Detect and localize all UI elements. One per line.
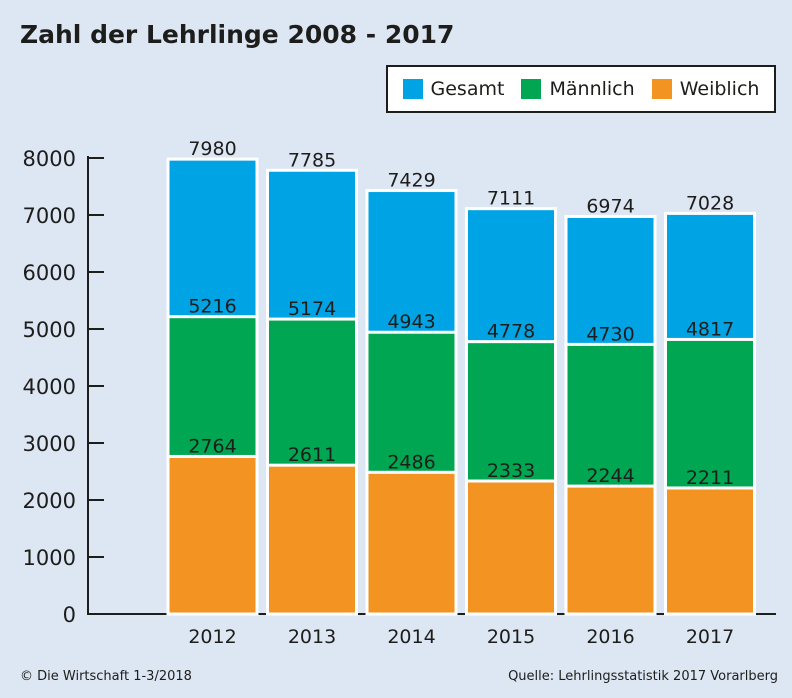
data-label-männlich-2012: 5216 [188, 296, 236, 318]
chart-title: Zahl der Lehrlinge 2008 - 2017 [20, 20, 455, 49]
legend-swatch-weiblich [651, 79, 672, 99]
legend-item-weiblich: Weiblich [651, 78, 760, 100]
data-label-männlich-2015: 4778 [487, 321, 535, 343]
data-label-männlich-2013: 5174 [288, 298, 336, 320]
bar-weiblich-2014 [365, 470, 458, 616]
x-tick-label-2014: 2014 [387, 626, 435, 648]
legend-swatch-gesamt [402, 79, 423, 99]
y-tick-label-1000: 1000 [23, 546, 76, 570]
bar-weiblich-2015 [465, 479, 557, 616]
y-tick-label-7000: 7000 [23, 204, 76, 228]
chart-legend: Gesamt Männlich Weiblich [386, 65, 776, 113]
data-label-männlich-2017: 4817 [686, 318, 734, 340]
bar-weiblich-2016 [564, 484, 657, 616]
data-label-weiblich-2016: 2244 [586, 465, 634, 487]
source-note: Quelle: Lehrlingsstatistik 2017 Vorarlbe… [508, 669, 778, 684]
x-tick-label-2017: 2017 [686, 626, 734, 648]
x-tick-label-2013: 2013 [288, 626, 336, 648]
legend-item-maennlich: Männlich [521, 78, 635, 100]
y-tick-label-6000: 6000 [23, 261, 76, 285]
data-label-weiblich-2017: 2211 [686, 467, 734, 489]
bar-weiblich-2013 [266, 463, 358, 616]
legend-label-weiblich: Weiblich [679, 78, 760, 100]
legend-item-gesamt: Gesamt [402, 78, 505, 100]
bar-weiblich-2012 [166, 454, 259, 616]
data-label-gesamt-2015: 7111 [487, 188, 535, 210]
y-tick-label-8000: 8000 [23, 147, 76, 171]
data-label-gesamt-2013: 7785 [288, 149, 336, 171]
data-label-männlich-2016: 4730 [586, 323, 634, 345]
legend-swatch-maennlich [521, 79, 542, 99]
data-label-weiblich-2012: 2764 [188, 435, 236, 457]
y-tick-label-4000: 4000 [23, 375, 76, 399]
data-label-gesamt-2016: 6974 [586, 195, 634, 217]
y-tick-label-3000: 3000 [23, 432, 76, 456]
x-tick-label-2012: 2012 [188, 626, 236, 648]
data-label-gesamt-2017: 7028 [686, 192, 734, 214]
copyright-note: © Die Wirtschaft 1-3/2018 [20, 669, 192, 684]
bar-weiblich-2017 [664, 486, 756, 616]
y-tick-label-0: 0 [63, 603, 76, 627]
y-tick-label-2000: 2000 [23, 489, 76, 513]
data-label-weiblich-2015: 2333 [487, 460, 535, 482]
data-label-gesamt-2012: 7980 [188, 138, 236, 160]
x-tick-label-2015: 2015 [487, 626, 535, 648]
data-label-gesamt-2014: 7429 [387, 170, 435, 192]
x-tick-label-2016: 2016 [586, 626, 634, 648]
legend-label-maennlich: Männlich [549, 78, 635, 100]
y-tick-label-5000: 5000 [23, 318, 76, 342]
data-label-weiblich-2014: 2486 [387, 451, 435, 473]
data-label-weiblich-2013: 2611 [288, 444, 336, 466]
legend-label-gesamt: Gesamt [430, 78, 505, 100]
data-label-männlich-2014: 4943 [387, 311, 435, 333]
